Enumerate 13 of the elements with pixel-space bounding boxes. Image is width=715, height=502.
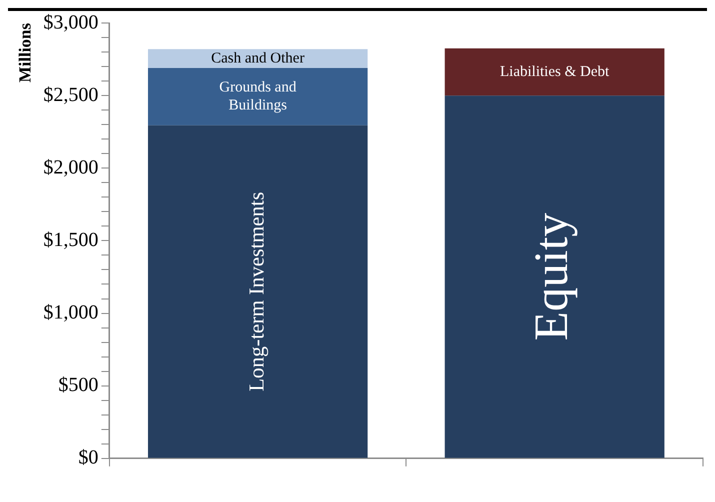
series-label: Grounds and Buildings bbox=[219, 80, 297, 114]
y-tick-label: $0 bbox=[78, 446, 98, 469]
y-tick-label: $500 bbox=[58, 374, 98, 396]
series-label: Long-term Investments bbox=[244, 192, 268, 392]
series-label: Liabilities & Debt bbox=[500, 64, 610, 80]
series-label: Cash and Other bbox=[211, 50, 304, 66]
series-label: Equity bbox=[525, 212, 578, 341]
y-tick-label: $1,500 bbox=[43, 228, 98, 251]
y-tick-label: $2,000 bbox=[43, 156, 98, 178]
y-tick-label: $3,000 bbox=[43, 11, 98, 34]
y-tick-label: $1,000 bbox=[43, 302, 98, 324]
y-tick-label: $2,500 bbox=[43, 84, 98, 106]
y-axis-title: Millions bbox=[16, 22, 35, 83]
